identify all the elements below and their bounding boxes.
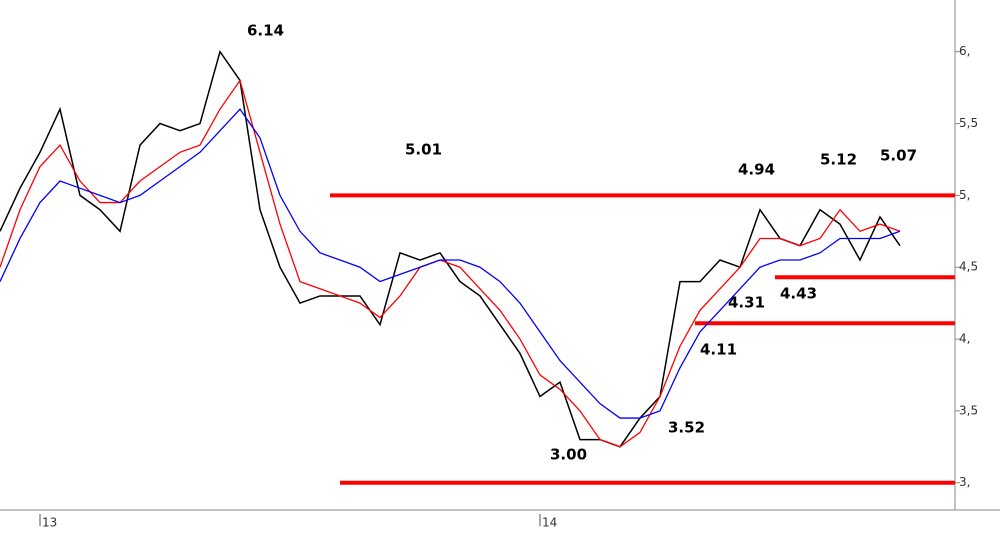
- y-tick-label: 6,: [959, 44, 970, 58]
- annotation: 3.52: [668, 419, 705, 437]
- annotation: 5.12: [820, 151, 857, 169]
- y-tick-label: 3,: [959, 475, 970, 489]
- y-tick-label: 4,5: [959, 260, 978, 274]
- annotation: 4.94: [738, 161, 775, 179]
- annotation: 3.00: [550, 446, 587, 464]
- series-line: [0, 49, 901, 448]
- y-tick-label: 5,5: [959, 116, 978, 130]
- x-tick-label: 14: [542, 516, 557, 530]
- annotation: 4.43: [780, 285, 817, 303]
- y-tick-label: 4,: [959, 332, 970, 346]
- annotation: 6.14: [247, 22, 284, 40]
- series-line: [0, 108, 901, 419]
- annotation: 5.01: [405, 141, 442, 159]
- x-tick-label: 13: [42, 516, 57, 530]
- y-tick-label: 5,: [959, 188, 970, 202]
- annotation: 4.31: [728, 294, 765, 312]
- annotation: 4.11: [700, 341, 737, 359]
- y-tick-label: 3,5: [959, 403, 978, 417]
- annotation: 5.07: [880, 147, 917, 165]
- series-line: [0, 78, 901, 448]
